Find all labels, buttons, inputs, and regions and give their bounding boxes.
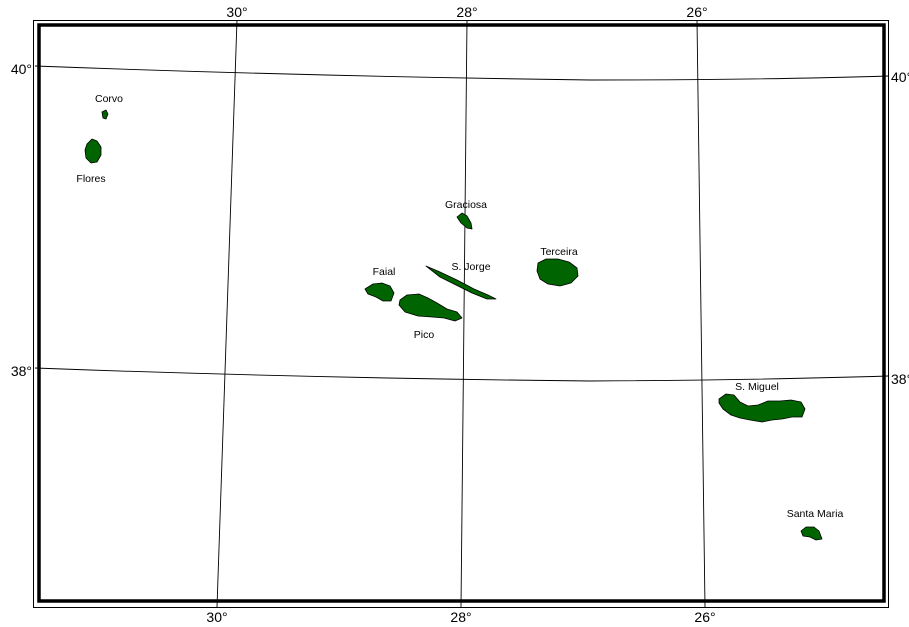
label-corvo: Corvo xyxy=(95,93,123,105)
lat-tick-left-38: 38° xyxy=(11,363,32,379)
island-graciosa xyxy=(456,212,473,230)
island-smiguel xyxy=(718,393,806,423)
lat-tick-right-40: 40° xyxy=(891,69,909,85)
island-santamaria xyxy=(800,526,823,541)
lat-tick-right-38: 38° xyxy=(891,371,909,387)
parallel-38 xyxy=(34,367,889,382)
lon-tick-top-26: 26° xyxy=(686,4,707,20)
label-pico: Pico xyxy=(414,329,435,341)
parallel-40 xyxy=(34,65,889,81)
island-corvo xyxy=(101,109,109,120)
island-faial xyxy=(364,282,395,302)
label-graciosa: Graciosa xyxy=(445,199,487,211)
island-pico xyxy=(398,293,463,322)
map-outer-frame xyxy=(33,20,889,608)
label-smiguel: S. Miguel xyxy=(735,381,779,393)
label-flores: Flores xyxy=(76,173,105,185)
label-faial: Faial xyxy=(373,266,396,278)
lat-tick-left-40: 40° xyxy=(11,61,32,77)
label-terceira: Terceira xyxy=(540,246,578,258)
island-flores xyxy=(84,138,102,164)
meridian-30 xyxy=(216,19,238,608)
label-santamaria: Santa Maria xyxy=(787,508,844,520)
lon-tick-top-28: 28° xyxy=(456,4,477,20)
lon-tick-bottom-28: 28° xyxy=(450,609,471,625)
meridian-28 xyxy=(460,19,468,608)
meridian-26 xyxy=(696,19,706,608)
island-terceira xyxy=(536,258,579,287)
lon-tick-bottom-30: 30° xyxy=(206,609,227,625)
label-sjorge: S. Jorge xyxy=(451,261,490,273)
island-sjorge xyxy=(425,265,497,300)
lon-tick-bottom-26: 26° xyxy=(694,609,715,625)
lon-tick-top-30: 30° xyxy=(226,4,247,20)
